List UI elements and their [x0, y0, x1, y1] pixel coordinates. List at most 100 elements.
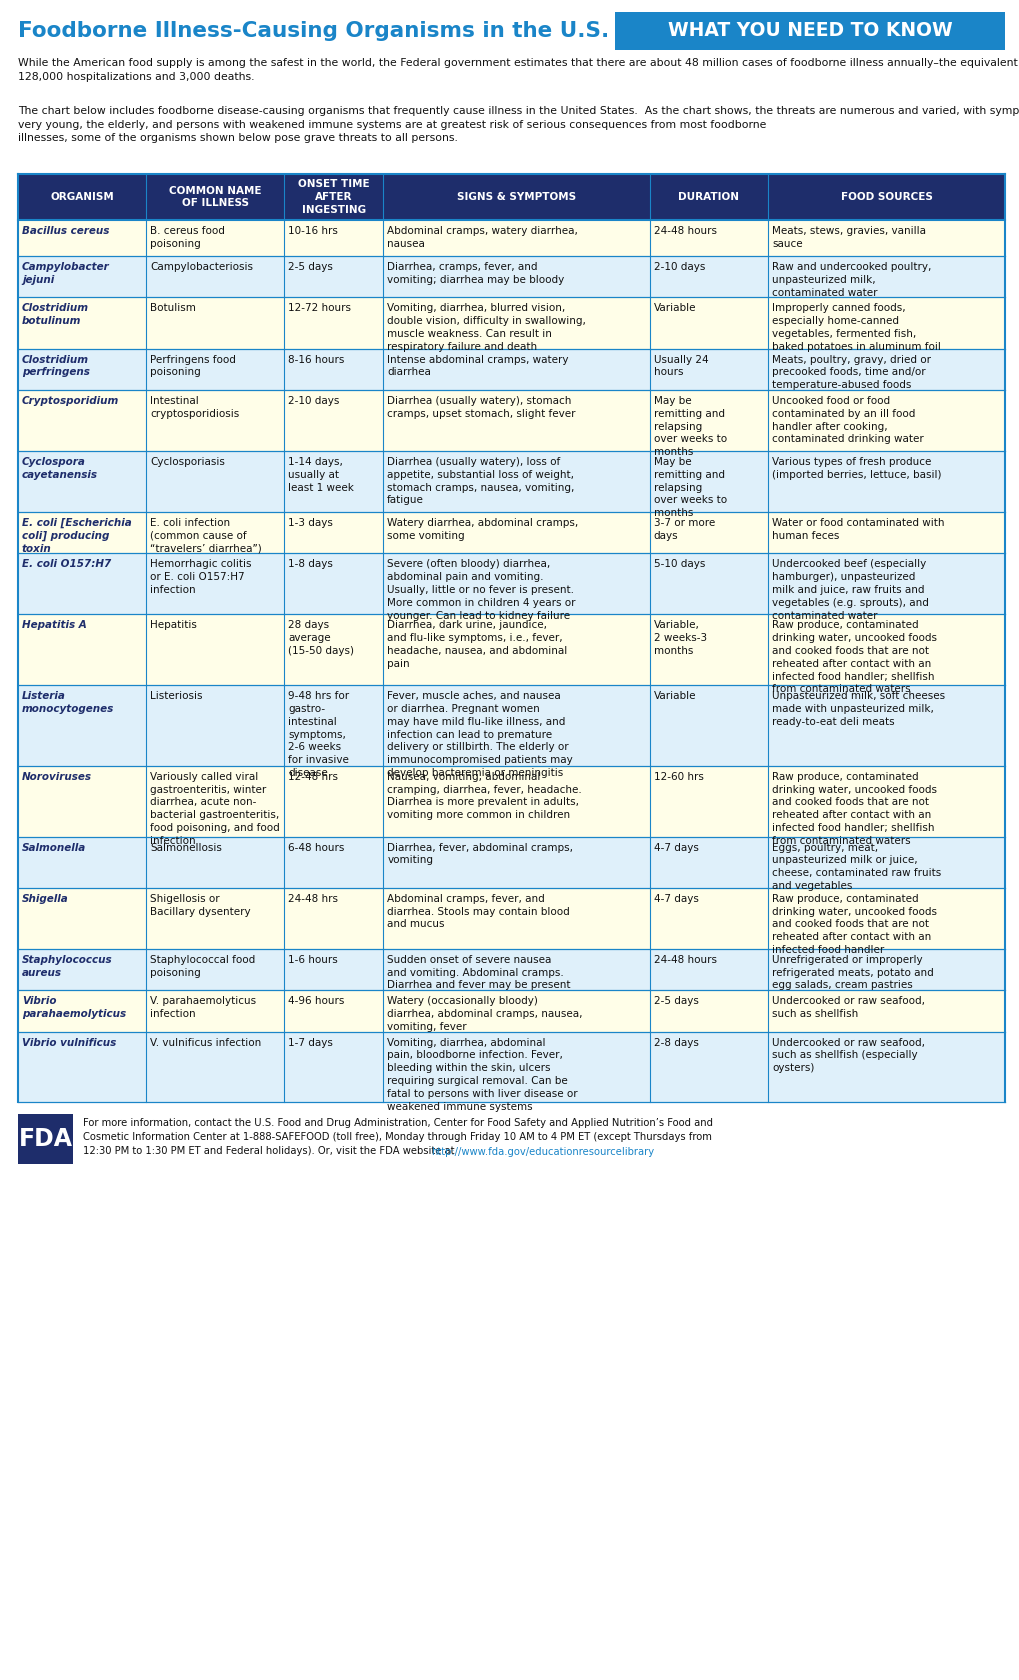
Text: Noroviruses: Noroviruses: [22, 771, 92, 781]
Text: Eggs, poultry, meat,
unpasteurized milk or juice,
cheese, contaminated raw fruit: Eggs, poultry, meat, unpasteurized milk …: [771, 843, 941, 890]
FancyBboxPatch shape: [18, 1032, 1004, 1102]
Text: Raw produce, contaminated
drinking water, uncooked foods
and cooked foods that a: Raw produce, contaminated drinking water…: [771, 620, 936, 694]
Text: 2-5 days: 2-5 days: [288, 262, 333, 272]
Text: Campylobacter
jejuni: Campylobacter jejuni: [22, 262, 110, 286]
FancyBboxPatch shape: [18, 949, 1004, 990]
FancyBboxPatch shape: [614, 12, 1004, 50]
Text: http://www.fda.gov/educationresourcelibrary: http://www.fda.gov/educationresourcelibr…: [431, 1147, 653, 1158]
Text: Nausea, vomiting, abdominal
cramping, diarrhea, fever, headache.
Diarrhea is mor: Nausea, vomiting, abdominal cramping, di…: [387, 771, 582, 820]
Text: Severe (often bloody) diarrhea,
abdominal pain and vomiting.
Usually, little or : Severe (often bloody) diarrhea, abdomina…: [387, 559, 575, 620]
Text: Improperly canned foods,
especially home-canned
vegetables, fermented fish,
bake: Improperly canned foods, especially home…: [771, 304, 941, 351]
Text: Undercooked beef (especially
hamburger), unpasteurized
milk and juice, raw fruit: Undercooked beef (especially hamburger),…: [771, 559, 928, 620]
Text: Listeriosis: Listeriosis: [150, 690, 203, 701]
Text: Hepatitis: Hepatitis: [150, 620, 197, 630]
Text: 1-7 days: 1-7 days: [288, 1038, 333, 1048]
Text: WHAT YOU NEED TO KNOW: WHAT YOU NEED TO KNOW: [667, 22, 952, 40]
Text: 2-10 days: 2-10 days: [288, 396, 339, 407]
Text: Hepatitis A: Hepatitis A: [22, 620, 87, 630]
Text: Botulism: Botulism: [150, 304, 196, 314]
Text: Intestinal
cryptosporidiosis: Intestinal cryptosporidiosis: [150, 396, 239, 418]
Text: Clostridium
botulinum: Clostridium botulinum: [22, 304, 89, 326]
Text: Vibrio vulnificus: Vibrio vulnificus: [22, 1038, 116, 1048]
Text: Usually 24
hours: Usually 24 hours: [653, 354, 707, 378]
Text: Salmonella: Salmonella: [22, 843, 87, 853]
Text: Raw produce, contaminated
drinking water, uncooked foods
and cooked foods that a: Raw produce, contaminated drinking water…: [771, 771, 936, 845]
Text: E. coli O157:H7: E. coli O157:H7: [22, 559, 111, 570]
Text: Watery (occasionally bloody)
diarrhea, abdominal cramps, nausea,
vomiting, fever: Watery (occasionally bloody) diarrhea, a…: [387, 996, 582, 1032]
Text: Staphylococcal food
poisoning: Staphylococcal food poisoning: [150, 954, 256, 978]
Text: 1-3 days: 1-3 days: [288, 517, 333, 528]
Text: Shigella: Shigella: [22, 894, 68, 904]
Text: Hemorrhagic colitis
or E. coli O157:H7
infection: Hemorrhagic colitis or E. coli O157:H7 i…: [150, 559, 252, 595]
Text: Campylobacteriosis: Campylobacteriosis: [150, 262, 253, 272]
Text: While the American food supply is among the safest in the world, the Federal gov: While the American food supply is among …: [18, 59, 1019, 82]
FancyBboxPatch shape: [18, 887, 1004, 949]
Text: Variable: Variable: [653, 690, 696, 701]
Text: 2-5 days: 2-5 days: [653, 996, 698, 1006]
Text: 1-14 days,
usually at
least 1 week: 1-14 days, usually at least 1 week: [288, 457, 354, 492]
FancyBboxPatch shape: [18, 553, 1004, 615]
Text: ONSET TIME
AFTER
INGESTING: ONSET TIME AFTER INGESTING: [298, 180, 369, 215]
Text: Diarrhea, fever, abdominal cramps,
vomiting: Diarrhea, fever, abdominal cramps, vomit…: [387, 843, 573, 865]
Text: Vomiting, diarrhea, abdominal
pain, bloodborne infection. Fever,
bleeding within: Vomiting, diarrhea, abdominal pain, bloo…: [387, 1038, 577, 1112]
FancyBboxPatch shape: [18, 255, 1004, 297]
Text: Abdominal cramps, watery diarrhea,
nausea: Abdominal cramps, watery diarrhea, nause…: [387, 227, 578, 249]
Text: 4-7 days: 4-7 days: [653, 894, 698, 904]
Text: Staphylococcus
aureus: Staphylococcus aureus: [22, 954, 112, 978]
FancyBboxPatch shape: [18, 990, 1004, 1032]
Text: Foodborne Illness-Causing Organisms in the U.S.: Foodborne Illness-Causing Organisms in t…: [18, 20, 608, 40]
Text: Vomiting, diarrhea, blurred vision,
double vision, difficulty in swallowing,
mus: Vomiting, diarrhea, blurred vision, doub…: [387, 304, 586, 351]
Text: 1-8 days: 1-8 days: [288, 559, 333, 570]
FancyBboxPatch shape: [18, 175, 1004, 220]
Text: Bacillus cereus: Bacillus cereus: [22, 227, 109, 235]
Text: Perfringens food
poisoning: Perfringens food poisoning: [150, 354, 236, 378]
FancyBboxPatch shape: [18, 1114, 73, 1164]
Text: 1-6 hours: 1-6 hours: [288, 954, 338, 964]
Text: Variously called viral
gastroenteritis, winter
diarrhea, acute non-
bacterial ga: Variously called viral gastroenteritis, …: [150, 771, 280, 845]
Text: 2-8 days: 2-8 days: [653, 1038, 698, 1048]
Text: 3-7 or more
days: 3-7 or more days: [653, 517, 714, 541]
Text: Uncooked food or food
contaminated by an ill food
handler after cooking,
contami: Uncooked food or food contaminated by an…: [771, 396, 923, 445]
FancyBboxPatch shape: [18, 766, 1004, 837]
Text: 2-10 days: 2-10 days: [653, 262, 704, 272]
Text: Vibrio
parahaemolyticus: Vibrio parahaemolyticus: [22, 996, 126, 1020]
Text: Variable,
2 weeks-3
months: Variable, 2 weeks-3 months: [653, 620, 706, 655]
Text: Cyclosporiasis: Cyclosporiasis: [150, 457, 225, 467]
Text: Undercooked or raw seafood,
such as shellfish (especially
oysters): Undercooked or raw seafood, such as shel…: [771, 1038, 924, 1074]
Text: Variable: Variable: [653, 304, 696, 314]
Text: May be
remitting and
relapsing
over weeks to
months: May be remitting and relapsing over week…: [653, 396, 727, 457]
FancyBboxPatch shape: [18, 837, 1004, 887]
Text: Diarrhea (usually watery), loss of
appetite, substantial loss of weight,
stomach: Diarrhea (usually watery), loss of appet…: [387, 457, 574, 506]
Text: FOOD SOURCES: FOOD SOURCES: [840, 192, 931, 202]
Text: 6-48 hours: 6-48 hours: [288, 843, 344, 853]
Text: 28 days
average
(15-50 days): 28 days average (15-50 days): [288, 620, 355, 655]
Text: The chart below includes foodborne disease-causing organisms that frequently cau: The chart below includes foodborne disea…: [18, 106, 1019, 143]
Text: Unrefrigerated or improperly
refrigerated meats, potato and
egg salads, cream pa: Unrefrigerated or improperly refrigerate…: [771, 954, 933, 991]
Text: Cyclospora
cayetanensis: Cyclospora cayetanensis: [22, 457, 98, 480]
FancyBboxPatch shape: [18, 220, 1004, 255]
FancyBboxPatch shape: [18, 390, 1004, 450]
Text: Clostridium
perfringens: Clostridium perfringens: [22, 354, 90, 378]
Text: 8-16 hours: 8-16 hours: [288, 354, 344, 365]
Text: 10-16 hrs: 10-16 hrs: [288, 227, 338, 235]
Text: For more information, contact the U.S. Food and Drug Administration, Center for : For more information, contact the U.S. F…: [83, 1119, 712, 1156]
FancyBboxPatch shape: [18, 297, 1004, 349]
FancyBboxPatch shape: [18, 685, 1004, 766]
Text: Sudden onset of severe nausea
and vomiting. Abdominal cramps.
Diarrhea and fever: Sudden onset of severe nausea and vomiti…: [387, 954, 571, 991]
Text: SIGNS & SYMPTOMS: SIGNS & SYMPTOMS: [457, 192, 576, 202]
Text: B. cereus food
poisoning: B. cereus food poisoning: [150, 227, 225, 249]
Text: Unpasteurized milk, soft cheeses
made with unpasteurized milk,
ready-to-eat deli: Unpasteurized milk, soft cheeses made wi…: [771, 690, 945, 727]
Text: Diarrhea, cramps, fever, and
vomiting; diarrhea may be bloody: Diarrhea, cramps, fever, and vomiting; d…: [387, 262, 564, 286]
Text: Meats, stews, gravies, vanilla
sauce: Meats, stews, gravies, vanilla sauce: [771, 227, 925, 249]
Text: 24-48 hours: 24-48 hours: [653, 954, 716, 964]
Text: Diarrhea, dark urine, jaundice,
and flu-like symptoms, i.e., fever,
headache, na: Diarrhea, dark urine, jaundice, and flu-…: [387, 620, 567, 669]
Text: Listeria
monocytogenes: Listeria monocytogenes: [22, 690, 114, 714]
Text: Watery diarrhea, abdominal cramps,
some vomiting: Watery diarrhea, abdominal cramps, some …: [387, 517, 578, 541]
Text: 4-96 hours: 4-96 hours: [288, 996, 344, 1006]
Text: Abdominal cramps, fever, and
diarrhea. Stools may contain blood
and mucus: Abdominal cramps, fever, and diarrhea. S…: [387, 894, 570, 929]
Text: 9-48 hrs for
gastro-
intestinal
symptoms,
2-6 weeks
for invasive
disease: 9-48 hrs for gastro- intestinal symptoms…: [288, 690, 350, 778]
Text: E. coli infection
(common cause of
“travelers’ diarrhea”): E. coli infection (common cause of “trav…: [150, 517, 262, 554]
Text: 12-48 hrs: 12-48 hrs: [288, 771, 338, 781]
FancyBboxPatch shape: [18, 615, 1004, 685]
FancyBboxPatch shape: [18, 512, 1004, 553]
